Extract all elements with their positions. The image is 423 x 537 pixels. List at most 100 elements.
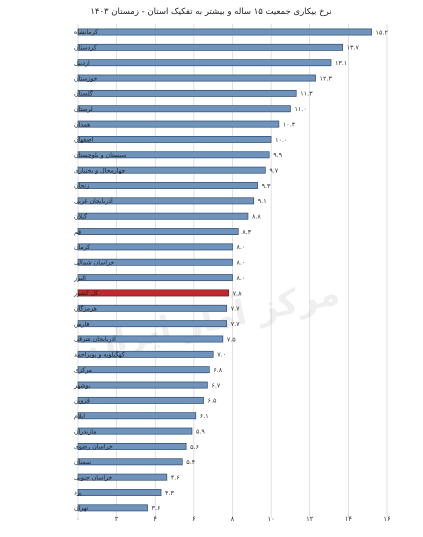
value-label: ۱۵.۲ bbox=[376, 28, 389, 36]
bar bbox=[77, 335, 224, 343]
value-label: ۶.۵ bbox=[208, 397, 217, 405]
chart-title: نرخ بیکاری جمعیت ۱۵ ساله و بیشتر به تفکی… bbox=[90, 7, 331, 17]
bar bbox=[77, 28, 372, 36]
value-label: ۵.۶ bbox=[190, 443, 199, 451]
bar bbox=[77, 151, 270, 159]
bar bbox=[77, 43, 343, 51]
value-label: ۸.۰ bbox=[237, 243, 246, 251]
category-label: زنجان bbox=[74, 183, 89, 190]
value-label: ۷.۰ bbox=[217, 351, 226, 359]
value-label: ۶.۷ bbox=[211, 381, 220, 389]
category-label: اردبیل bbox=[74, 60, 90, 67]
category-label: چهارمحال و بختیاری bbox=[74, 167, 126, 174]
bar bbox=[77, 59, 332, 67]
bar bbox=[77, 427, 193, 435]
category-label: بوشهر bbox=[73, 382, 91, 389]
category-label: البرز bbox=[73, 275, 86, 282]
value-label: ۸.۰ bbox=[237, 259, 246, 267]
category-label: خوزستان bbox=[74, 75, 98, 82]
category-label: آذربایجان شرقی bbox=[74, 334, 116, 343]
bar bbox=[77, 504, 148, 512]
category-label: مازندران bbox=[74, 428, 96, 435]
bar bbox=[77, 396, 204, 404]
category-label: ایلام bbox=[74, 413, 85, 420]
value-label: ۷.۸ bbox=[233, 289, 242, 297]
category-label: کهگیلویه و بویراحمد bbox=[74, 351, 125, 359]
value-label: ۸.۳ bbox=[242, 228, 251, 236]
category-label: گلستان bbox=[74, 90, 93, 98]
x-tick-label: ۸ bbox=[231, 515, 235, 523]
category-label: گیلان bbox=[74, 212, 87, 220]
x-tick-label: ۶ bbox=[192, 515, 196, 523]
bar bbox=[77, 89, 297, 97]
category-label: خراسان رضوی bbox=[74, 444, 113, 451]
value-label: ۱۲.۳ bbox=[320, 74, 333, 82]
category-label: قم bbox=[74, 229, 81, 236]
bar bbox=[77, 350, 214, 358]
value-label: ۸.۸ bbox=[252, 213, 261, 221]
category-label: قزوین bbox=[74, 398, 90, 405]
category-label: خراسان جنوبی bbox=[74, 474, 112, 481]
x-tick-label: ۱۰ bbox=[267, 515, 274, 523]
value-label: ۱۳.۱ bbox=[335, 59, 347, 67]
bar bbox=[77, 258, 233, 266]
value-label: ۸.۰ bbox=[237, 274, 246, 282]
category-label: آذربایجان غربی bbox=[74, 196, 113, 205]
category-label: فارس bbox=[74, 321, 89, 328]
value-label: ۹.۱ bbox=[258, 197, 267, 205]
bar bbox=[77, 412, 197, 420]
value-label: ۴.۶ bbox=[171, 473, 180, 481]
category-label: کرمان bbox=[74, 244, 90, 251]
value-label: ۴.۳ bbox=[165, 489, 174, 497]
category-label: تهران bbox=[74, 505, 89, 512]
bars bbox=[77, 28, 372, 512]
category-label: خراسان شمالی bbox=[74, 259, 114, 266]
category-label: هرمزگان bbox=[74, 305, 97, 313]
value-label: ۷.۷ bbox=[231, 305, 240, 313]
bar bbox=[77, 304, 228, 312]
value-label: ۷.۷ bbox=[231, 320, 240, 328]
bar bbox=[77, 105, 291, 113]
category-label: کل کشور bbox=[73, 290, 98, 297]
bar bbox=[77, 120, 280, 128]
category-label: یزد bbox=[74, 490, 82, 497]
bar bbox=[77, 473, 168, 481]
value-label: ۳.۶ bbox=[152, 504, 161, 512]
value-label: ۵.۴ bbox=[186, 458, 195, 466]
category-labels: کرمانشاه کردستان اردبیل خوزستان گلستان لرستان… bbox=[73, 29, 126, 512]
value-label: ۶.۱ bbox=[200, 412, 209, 420]
category-label: مرکزی bbox=[74, 367, 92, 374]
value-label: ۷.۵ bbox=[227, 335, 236, 343]
x-tick-label: ۴ bbox=[153, 515, 157, 523]
bar bbox=[77, 228, 239, 235]
bar bbox=[77, 212, 249, 220]
bar bbox=[77, 274, 233, 282]
category-label: سمنان bbox=[74, 459, 91, 466]
x-tick-label: ۲ bbox=[115, 515, 119, 523]
value-label: ۱۰.۴ bbox=[283, 120, 296, 128]
value-label: ۹.۷ bbox=[269, 166, 278, 174]
category-label: کرمانشاه bbox=[74, 29, 98, 36]
bar bbox=[77, 243, 233, 251]
bar bbox=[77, 166, 266, 174]
x-tick-label: ۱۴ bbox=[345, 515, 353, 523]
category-label: اصفهان bbox=[74, 137, 94, 144]
category-label: همدان bbox=[74, 121, 90, 128]
value-label: ۱۳.۷ bbox=[347, 44, 360, 52]
bar bbox=[77, 136, 272, 143]
bar bbox=[77, 74, 316, 82]
value-labels: ۱۵.۲ ۱۳.۷۱۳.۱۱۲.۳ ۱۱.۳ ۱۱.۰ ۱۰.۴ ۱۰.۰ ۹.۹ ۹.۷ ۹.… bbox=[152, 28, 389, 512]
category-label: لرستان bbox=[74, 106, 93, 113]
bar bbox=[77, 366, 210, 374]
value-label: ۱۰.۰ bbox=[275, 136, 287, 144]
category-label: کردستان bbox=[74, 45, 97, 52]
x-tick-label: ۱۲ bbox=[306, 515, 314, 523]
value-label: ۶.۸ bbox=[213, 366, 222, 374]
category-label: سیستان و بلوچستان bbox=[74, 152, 126, 159]
bar-highlight bbox=[77, 289, 229, 297]
bar bbox=[77, 458, 183, 466]
bar bbox=[77, 443, 187, 450]
x-axis-ticks: ۰ ۲ ۴ ۶ ۸ ۱۰ ۱۲ ۱۴ ۱۶ bbox=[76, 515, 391, 523]
